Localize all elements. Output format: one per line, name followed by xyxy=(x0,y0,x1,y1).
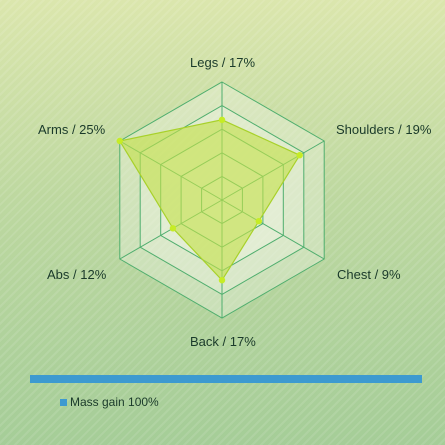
axis-label-back: Back / 17% xyxy=(190,334,256,349)
axis-label-shoulders: Shoulders / 19% xyxy=(336,122,432,137)
data-point-back xyxy=(218,277,226,284)
legend: Mass gain 100% xyxy=(60,395,159,409)
data-point-arms xyxy=(116,137,124,145)
data-point-abs xyxy=(169,225,177,232)
axis-label-arms: Arms / 25% xyxy=(38,122,106,137)
data-point-chest xyxy=(255,218,262,225)
legend-swatch xyxy=(60,398,67,406)
axis-label-chest: Chest / 9% xyxy=(337,267,401,282)
legend-label: Mass gain 100% xyxy=(70,395,159,409)
legend-divider xyxy=(30,375,422,383)
axis-label-abs: Abs / 12% xyxy=(47,267,107,282)
data-point-shoulders xyxy=(296,152,303,159)
axis-label-legs: Legs / 17% xyxy=(190,55,256,70)
data-point-legs xyxy=(218,116,226,124)
